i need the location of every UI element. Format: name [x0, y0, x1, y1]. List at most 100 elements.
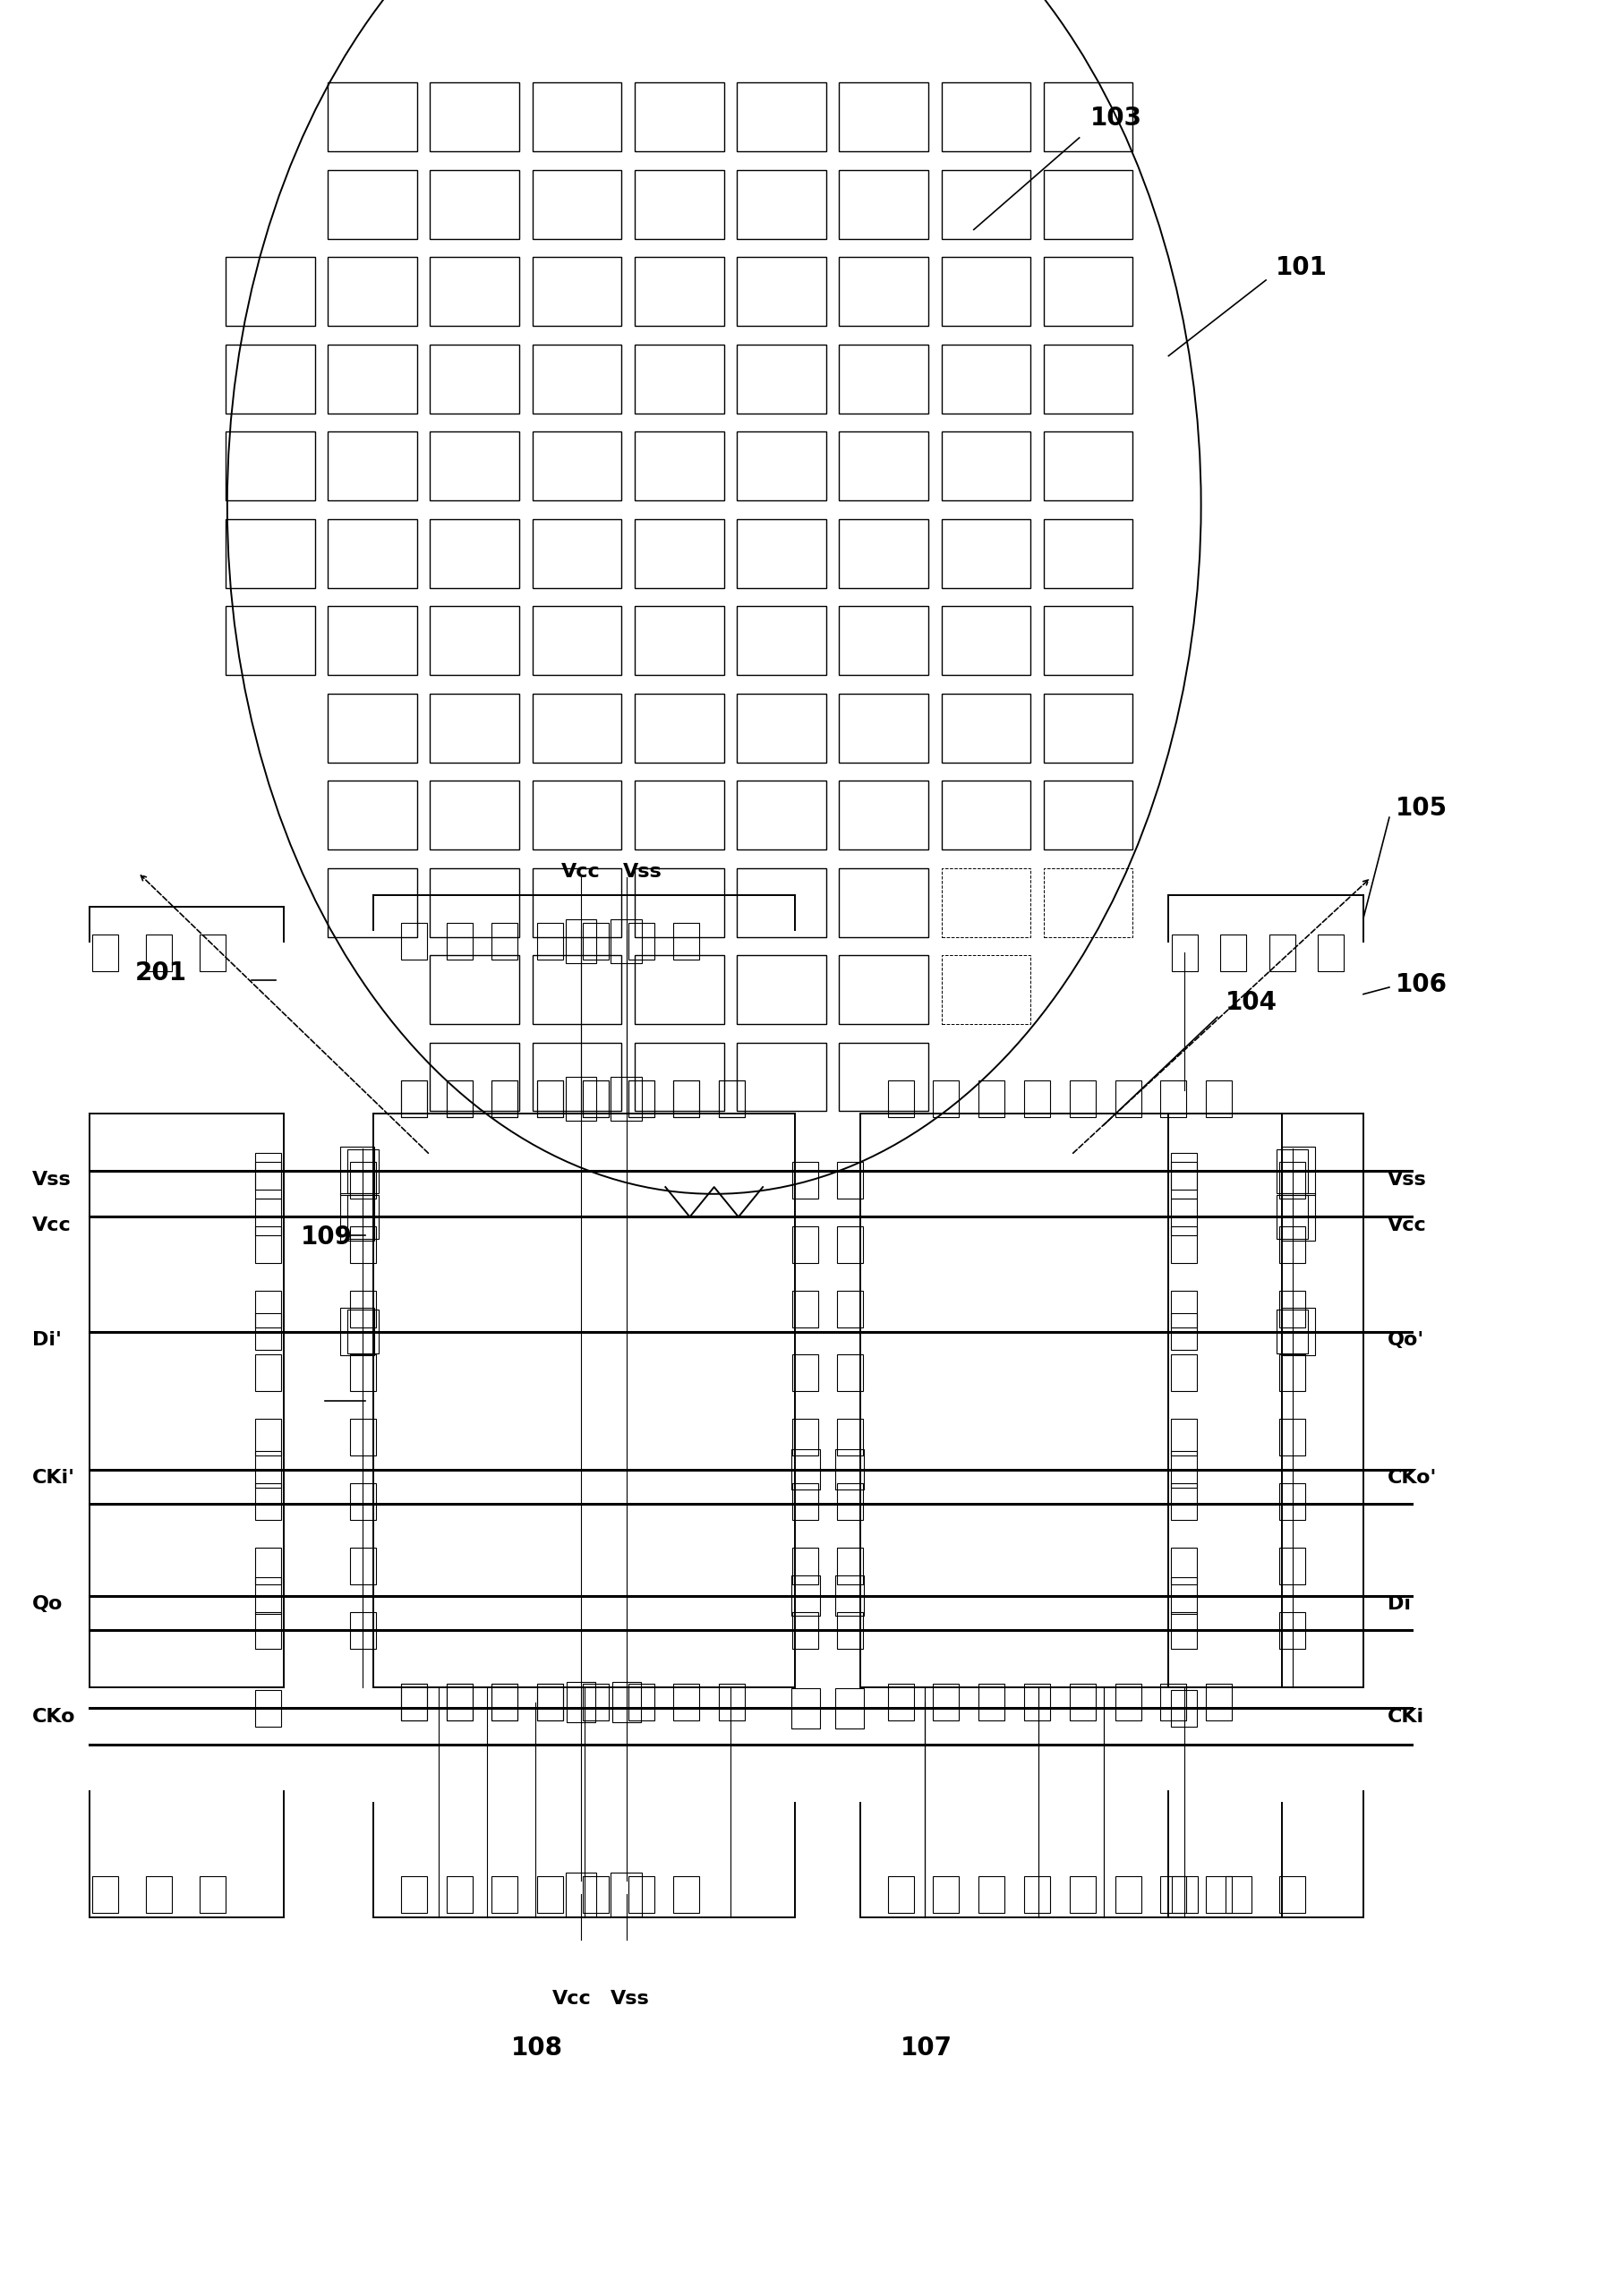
Bar	[255, 1577, 281, 1614]
Text: 107: 107	[901, 2034, 953, 2060]
Bar	[146, 1876, 172, 1913]
Bar	[737, 781, 826, 850]
Bar	[200, 934, 226, 971]
Bar	[430, 257, 519, 326]
Bar	[941, 344, 1031, 413]
Bar	[839, 606, 928, 675]
Bar	[430, 868, 519, 937]
Bar	[351, 1162, 377, 1199]
Bar	[255, 1690, 281, 1727]
Bar	[351, 1612, 377, 1649]
Bar	[1172, 1451, 1198, 1488]
Text: Vcc: Vcc	[552, 1991, 591, 2009]
Bar	[1225, 1876, 1251, 1913]
Text: Qo: Qo	[32, 1596, 63, 1614]
Bar	[612, 1683, 641, 1722]
Bar	[979, 1081, 1005, 1118]
Bar	[537, 1081, 563, 1118]
Bar	[1115, 1683, 1141, 1720]
Bar	[328, 693, 417, 762]
Bar	[1024, 1876, 1050, 1913]
Bar	[1172, 1290, 1198, 1327]
Bar	[373, 1114, 795, 1688]
Bar	[492, 1683, 518, 1720]
Bar	[583, 1081, 609, 1118]
Bar	[255, 1355, 281, 1391]
Bar	[446, 1876, 472, 1913]
Bar	[635, 257, 724, 326]
Bar	[430, 955, 519, 1024]
Bar	[341, 1148, 373, 1194]
Bar	[1206, 1683, 1232, 1720]
Bar	[93, 934, 118, 971]
Bar	[839, 170, 928, 239]
Bar	[628, 923, 654, 960]
Bar	[446, 1081, 472, 1118]
Bar	[1279, 1290, 1305, 1327]
Bar	[792, 1419, 818, 1456]
Text: Vss: Vss	[623, 863, 662, 882]
Bar	[351, 1483, 377, 1520]
Bar	[492, 1876, 518, 1913]
Bar	[1070, 1683, 1096, 1720]
Bar	[792, 1290, 818, 1327]
Bar	[1172, 1483, 1198, 1520]
Bar	[492, 1081, 518, 1118]
Bar	[1172, 1548, 1198, 1584]
Bar	[737, 170, 826, 239]
Bar	[1269, 934, 1295, 971]
Bar	[635, 868, 724, 937]
Bar	[1172, 934, 1198, 971]
Bar	[839, 781, 928, 850]
Bar	[839, 955, 928, 1024]
Bar	[583, 1683, 609, 1720]
Bar	[351, 1548, 377, 1584]
Bar	[635, 693, 724, 762]
Bar	[532, 781, 622, 850]
Bar	[792, 1449, 820, 1490]
Bar	[1044, 432, 1133, 501]
Bar	[1279, 1355, 1305, 1391]
Bar	[1024, 1081, 1050, 1118]
Bar	[737, 693, 826, 762]
Bar	[1070, 1876, 1096, 1913]
Bar	[255, 1226, 281, 1263]
Bar	[255, 1199, 281, 1235]
Bar	[1024, 1683, 1050, 1720]
Bar	[792, 1612, 818, 1649]
Text: 103: 103	[1091, 106, 1143, 131]
Bar	[347, 1148, 378, 1194]
Bar	[328, 257, 417, 326]
Text: Vcc: Vcc	[1388, 1217, 1427, 1235]
Text: 104: 104	[1225, 990, 1277, 1015]
Bar	[430, 606, 519, 675]
Bar	[430, 170, 519, 239]
Bar	[839, 344, 928, 413]
Bar	[1279, 1226, 1305, 1263]
Text: Vss: Vss	[1388, 1171, 1427, 1189]
Bar	[1172, 1355, 1198, 1391]
Bar	[635, 1042, 724, 1111]
Bar	[1044, 693, 1133, 762]
Bar	[1277, 1309, 1308, 1355]
Text: Qo': Qo'	[1388, 1332, 1425, 1350]
Bar	[941, 170, 1031, 239]
Text: Di: Di	[1388, 1596, 1410, 1614]
Bar	[941, 781, 1031, 850]
Bar	[635, 955, 724, 1024]
Bar	[430, 781, 519, 850]
Bar	[1160, 1683, 1186, 1720]
Bar	[532, 955, 622, 1024]
Bar	[492, 923, 518, 960]
Bar	[836, 1449, 863, 1490]
Bar	[1044, 606, 1133, 675]
Bar	[610, 1871, 643, 1917]
Bar	[628, 1876, 654, 1913]
Bar	[565, 1077, 597, 1120]
Bar	[537, 1081, 563, 1118]
Bar	[837, 1548, 863, 1584]
Bar	[839, 868, 928, 937]
Bar	[401, 1081, 427, 1118]
Bar	[941, 693, 1031, 762]
Bar	[430, 432, 519, 501]
